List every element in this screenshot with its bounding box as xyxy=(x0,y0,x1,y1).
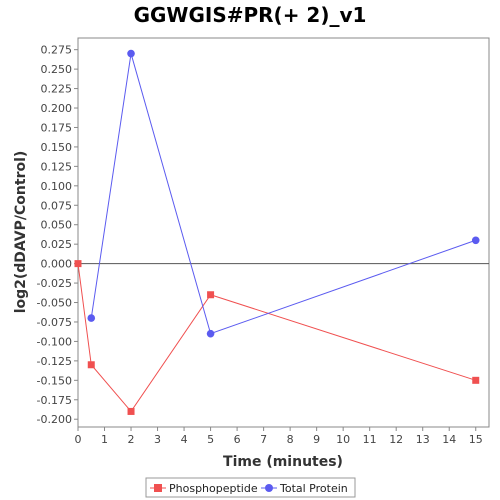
y-tick-label: 0.125 xyxy=(41,160,73,173)
x-tick-label: 11 xyxy=(363,433,377,446)
y-tick-label: 0.100 xyxy=(41,180,73,193)
x-tick-label: 6 xyxy=(234,433,241,446)
y-tick-label: -0.050 xyxy=(37,297,72,310)
total-protein-point xyxy=(471,236,480,245)
phosphopeptide-point xyxy=(74,260,82,268)
legend: Phosphopeptide Total Protein xyxy=(145,477,356,498)
phosphopeptide-point xyxy=(87,361,95,369)
y-tick-label: 0.250 xyxy=(41,63,73,76)
legend-phosphopeptide-marker xyxy=(154,484,162,492)
x-tick-label: 9 xyxy=(313,433,320,446)
x-axis: 0 1 2 3 4 5 6 7 8 9 10 11 12 13 14 15 xyxy=(75,427,483,446)
y-tick-label: -0.025 xyxy=(37,277,72,290)
y-tick-label: 0.050 xyxy=(41,219,73,232)
x-tick-label: 1 xyxy=(101,433,108,446)
y-tick-label: 0.275 xyxy=(41,44,73,57)
y-tick-label: -0.125 xyxy=(37,355,72,368)
y-tick-label: 0.225 xyxy=(41,83,73,96)
y-tick-label: -0.150 xyxy=(37,374,72,387)
total-protein-point xyxy=(206,329,215,338)
y-axis-title: log2(dDAVP/Control) xyxy=(13,151,29,314)
phosphopeptide-point xyxy=(472,376,480,384)
x-tick-label: 15 xyxy=(469,433,483,446)
y-tick-label: 0.175 xyxy=(41,121,73,134)
x-tick-label: 14 xyxy=(442,433,456,446)
total-protein-line xyxy=(90,53,476,335)
x-tick-label: 7 xyxy=(260,433,267,446)
y-tick-label: 0.000 xyxy=(41,258,73,271)
y-tick-label: 0.075 xyxy=(41,199,73,212)
phosphopeptide-point xyxy=(207,291,215,299)
y-tick-label: -0.175 xyxy=(37,394,72,407)
x-tick-label: 8 xyxy=(287,433,294,446)
x-tick-label: 4 xyxy=(181,433,188,446)
y-tick-label: -0.075 xyxy=(37,316,72,329)
legend-box xyxy=(145,477,356,498)
plot-area xyxy=(77,37,490,428)
x-tick-label: 0 xyxy=(75,433,82,446)
x-tick-label: 5 xyxy=(207,433,214,446)
x-tick-label: 12 xyxy=(389,433,403,446)
y-tick-label: 0.025 xyxy=(41,238,73,251)
y-axis: 0.275 0.250 0.225 0.200 0.175 0.150 0.125 0.100… xyxy=(37,44,78,426)
series-layer xyxy=(74,49,480,415)
legend-total-protein-marker xyxy=(265,484,273,492)
y-tick-label: -0.200 xyxy=(37,413,72,426)
y-tick-label: 0.200 xyxy=(41,102,73,115)
y-tick-label: 0.150 xyxy=(41,141,73,154)
phosphopeptide-point xyxy=(127,407,135,415)
total-protein-point xyxy=(87,314,96,322)
x-tick-label: 3 xyxy=(154,433,161,446)
y-tick-label: -0.100 xyxy=(37,335,72,348)
x-tick-label: 10 xyxy=(336,433,350,446)
total-protein-point xyxy=(127,49,135,58)
chart-title: GGWGIS#PR(+ 2)_v1 xyxy=(134,3,367,27)
x-tick-label: 2 xyxy=(128,433,135,446)
x-axis-title: Time (minutes) xyxy=(223,454,343,470)
x-tick-label: 13 xyxy=(416,433,430,446)
legend-phosphopeptide-label: Phosphopeptide xyxy=(169,482,258,495)
legend-total-protein-label: Total Protein xyxy=(279,482,348,495)
